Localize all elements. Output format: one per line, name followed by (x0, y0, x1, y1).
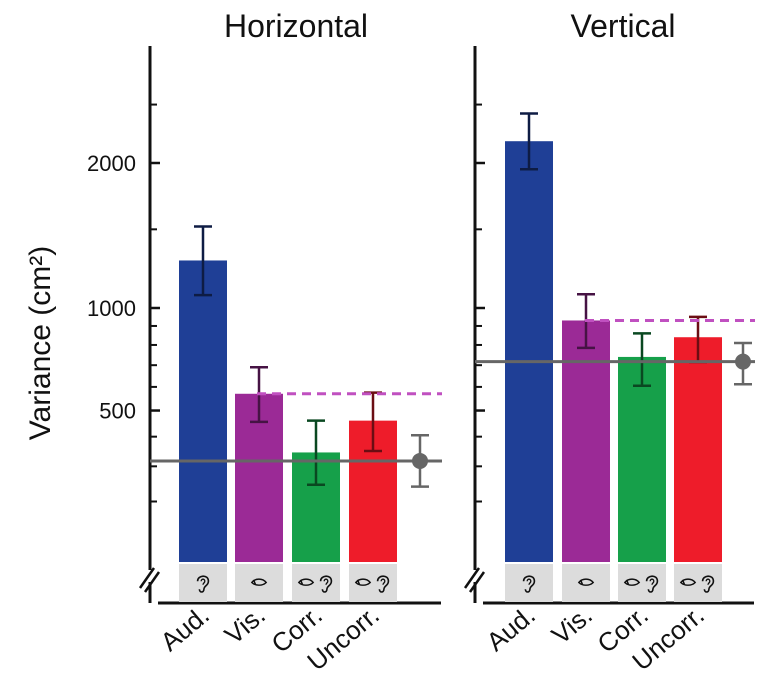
prediction-point (412, 452, 428, 469)
y-tick-label: 500 (99, 399, 136, 424)
panel-title: Horizontal (224, 8, 368, 44)
category-label: Aud. (155, 600, 215, 657)
axis-break (138, 567, 156, 589)
icon-box (562, 564, 610, 602)
axis-break (463, 567, 481, 589)
bar-vis (562, 320, 610, 562)
category-label: Aud. (481, 600, 541, 657)
bar-uncorr (674, 337, 722, 562)
bar-aud (505, 141, 553, 562)
category-label: Vis. (219, 600, 271, 651)
y-tick-label: 1000 (87, 296, 136, 321)
category-label: Vis. (546, 600, 598, 651)
y-tick-label: 2000 (87, 151, 136, 176)
y-axis-label: Variance (cm²) (24, 246, 57, 440)
bar-corr (618, 356, 666, 562)
icon-box (505, 564, 553, 602)
prediction-point (735, 353, 751, 370)
axis-break (143, 571, 161, 593)
bar-aud (179, 260, 227, 562)
icon-box (235, 564, 283, 602)
panel-title: Vertical (571, 8, 676, 44)
icon-box (179, 564, 227, 602)
axis-break (468, 571, 486, 593)
